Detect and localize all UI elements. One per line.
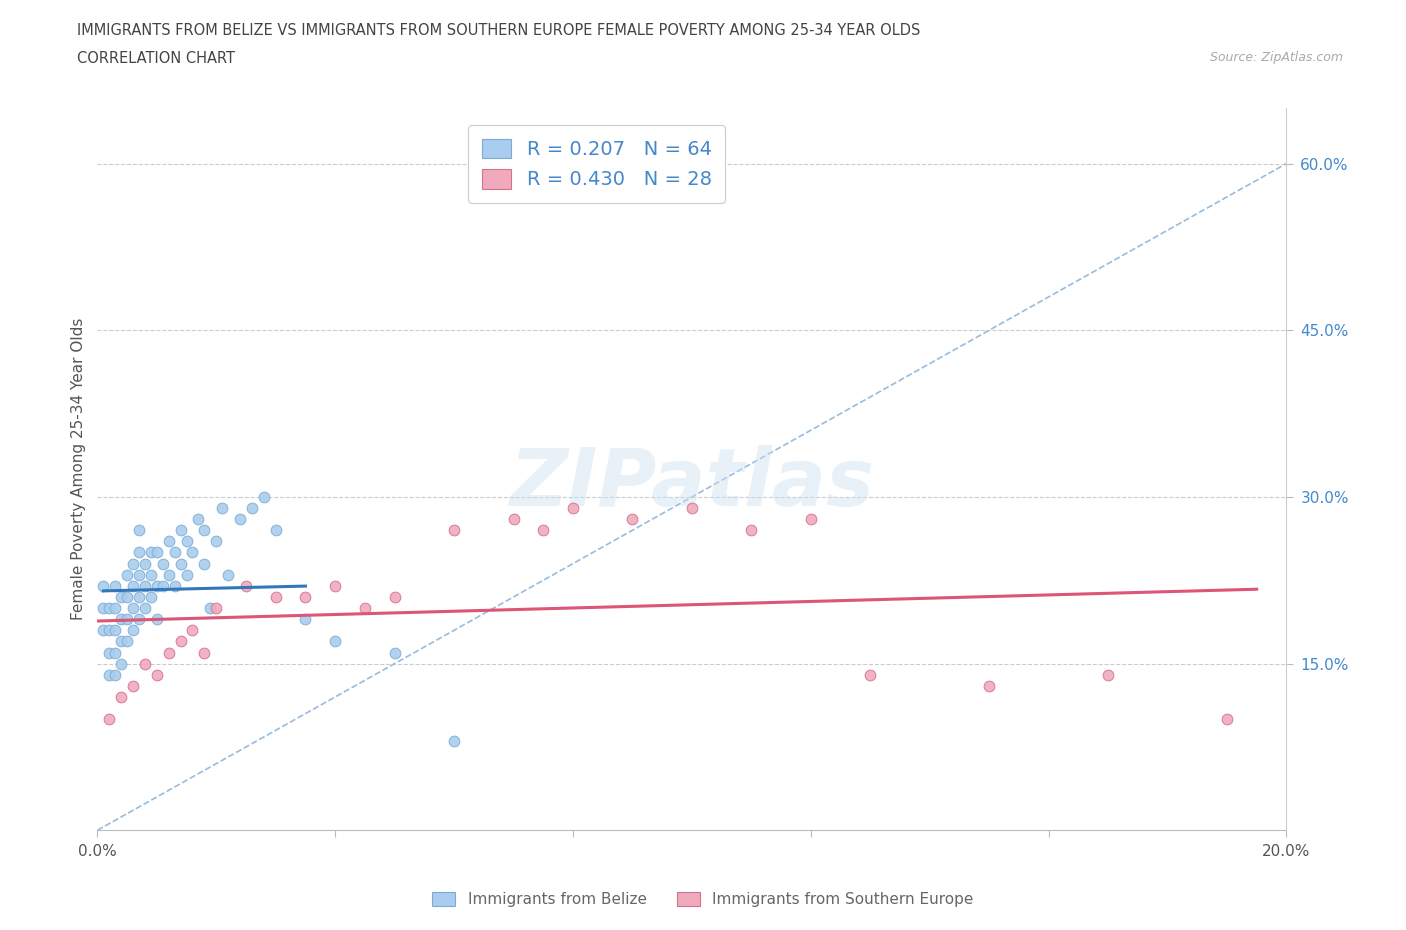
Point bbox=[91, 601, 114, 616]
Point bbox=[139, 545, 162, 560]
Point bbox=[200, 601, 222, 616]
Point bbox=[115, 590, 138, 604]
Point bbox=[621, 512, 644, 526]
Point bbox=[110, 590, 132, 604]
Point bbox=[134, 556, 156, 571]
Point bbox=[98, 601, 121, 616]
Point bbox=[681, 500, 703, 515]
Point bbox=[91, 578, 114, 593]
Point bbox=[205, 601, 228, 616]
Point bbox=[800, 512, 823, 526]
Point bbox=[294, 612, 316, 627]
Point bbox=[110, 634, 132, 649]
Point bbox=[128, 567, 150, 582]
Point bbox=[122, 623, 145, 638]
Point bbox=[740, 523, 762, 538]
Point bbox=[163, 545, 186, 560]
Legend: Immigrants from Belize, Immigrants from Southern Europe: Immigrants from Belize, Immigrants from … bbox=[426, 885, 980, 913]
Point bbox=[264, 590, 287, 604]
Point bbox=[152, 556, 174, 571]
Point bbox=[1216, 711, 1239, 726]
Point bbox=[205, 534, 228, 549]
Point bbox=[502, 512, 524, 526]
Point bbox=[181, 545, 204, 560]
Point bbox=[98, 645, 121, 660]
Point bbox=[384, 590, 406, 604]
Point bbox=[235, 578, 257, 593]
Point bbox=[115, 567, 138, 582]
Point bbox=[163, 578, 186, 593]
Point bbox=[211, 500, 233, 515]
Point bbox=[104, 668, 127, 683]
Point bbox=[122, 556, 145, 571]
Point bbox=[193, 645, 215, 660]
Point bbox=[152, 578, 174, 593]
Text: ZIPatlas: ZIPatlas bbox=[509, 445, 875, 523]
Point bbox=[98, 668, 121, 683]
Point bbox=[134, 578, 156, 593]
Point bbox=[384, 645, 406, 660]
Text: CORRELATION CHART: CORRELATION CHART bbox=[77, 51, 235, 66]
Point bbox=[354, 601, 377, 616]
Point bbox=[98, 623, 121, 638]
Point bbox=[98, 711, 121, 726]
Point bbox=[146, 578, 169, 593]
Point bbox=[115, 634, 138, 649]
Point bbox=[229, 512, 252, 526]
Point bbox=[139, 567, 162, 582]
Point bbox=[104, 645, 127, 660]
Point bbox=[115, 612, 138, 627]
Point bbox=[240, 500, 263, 515]
Point bbox=[110, 612, 132, 627]
Point bbox=[443, 523, 465, 538]
Point bbox=[134, 657, 156, 671]
Point bbox=[562, 500, 585, 515]
Point bbox=[128, 545, 150, 560]
Point bbox=[323, 634, 346, 649]
Point bbox=[181, 623, 204, 638]
Point bbox=[169, 523, 191, 538]
Point bbox=[157, 534, 180, 549]
Point bbox=[443, 734, 465, 749]
Point bbox=[139, 590, 162, 604]
Point bbox=[193, 556, 215, 571]
Point bbox=[146, 668, 169, 683]
Point bbox=[294, 590, 316, 604]
Point bbox=[104, 623, 127, 638]
Point bbox=[104, 578, 127, 593]
Y-axis label: Female Poverty Among 25-34 Year Olds: Female Poverty Among 25-34 Year Olds bbox=[72, 318, 86, 620]
Point bbox=[128, 612, 150, 627]
Point bbox=[157, 567, 180, 582]
Text: IMMIGRANTS FROM BELIZE VS IMMIGRANTS FROM SOUTHERN EUROPE FEMALE POVERTY AMONG 2: IMMIGRANTS FROM BELIZE VS IMMIGRANTS FRO… bbox=[77, 23, 921, 38]
Point bbox=[134, 601, 156, 616]
Point bbox=[110, 657, 132, 671]
Point bbox=[91, 623, 114, 638]
Point bbox=[122, 678, 145, 693]
Point bbox=[110, 689, 132, 704]
Text: Source: ZipAtlas.com: Source: ZipAtlas.com bbox=[1209, 51, 1343, 64]
Point bbox=[187, 512, 209, 526]
Point bbox=[128, 523, 150, 538]
Point bbox=[169, 634, 191, 649]
Legend: R = 0.207   N = 64, R = 0.430   N = 28: R = 0.207 N = 64, R = 0.430 N = 28 bbox=[468, 125, 725, 203]
Point bbox=[264, 523, 287, 538]
Point bbox=[217, 567, 239, 582]
Point bbox=[323, 578, 346, 593]
Point bbox=[176, 567, 198, 582]
Point bbox=[1097, 668, 1119, 683]
Point bbox=[128, 590, 150, 604]
Point bbox=[104, 601, 127, 616]
Point bbox=[122, 601, 145, 616]
Point bbox=[531, 523, 554, 538]
Point bbox=[169, 556, 191, 571]
Point bbox=[146, 612, 169, 627]
Point bbox=[193, 523, 215, 538]
Point bbox=[122, 578, 145, 593]
Point bbox=[157, 645, 180, 660]
Point bbox=[146, 545, 169, 560]
Point bbox=[176, 534, 198, 549]
Point bbox=[979, 678, 1001, 693]
Point bbox=[859, 668, 882, 683]
Point bbox=[253, 489, 276, 504]
